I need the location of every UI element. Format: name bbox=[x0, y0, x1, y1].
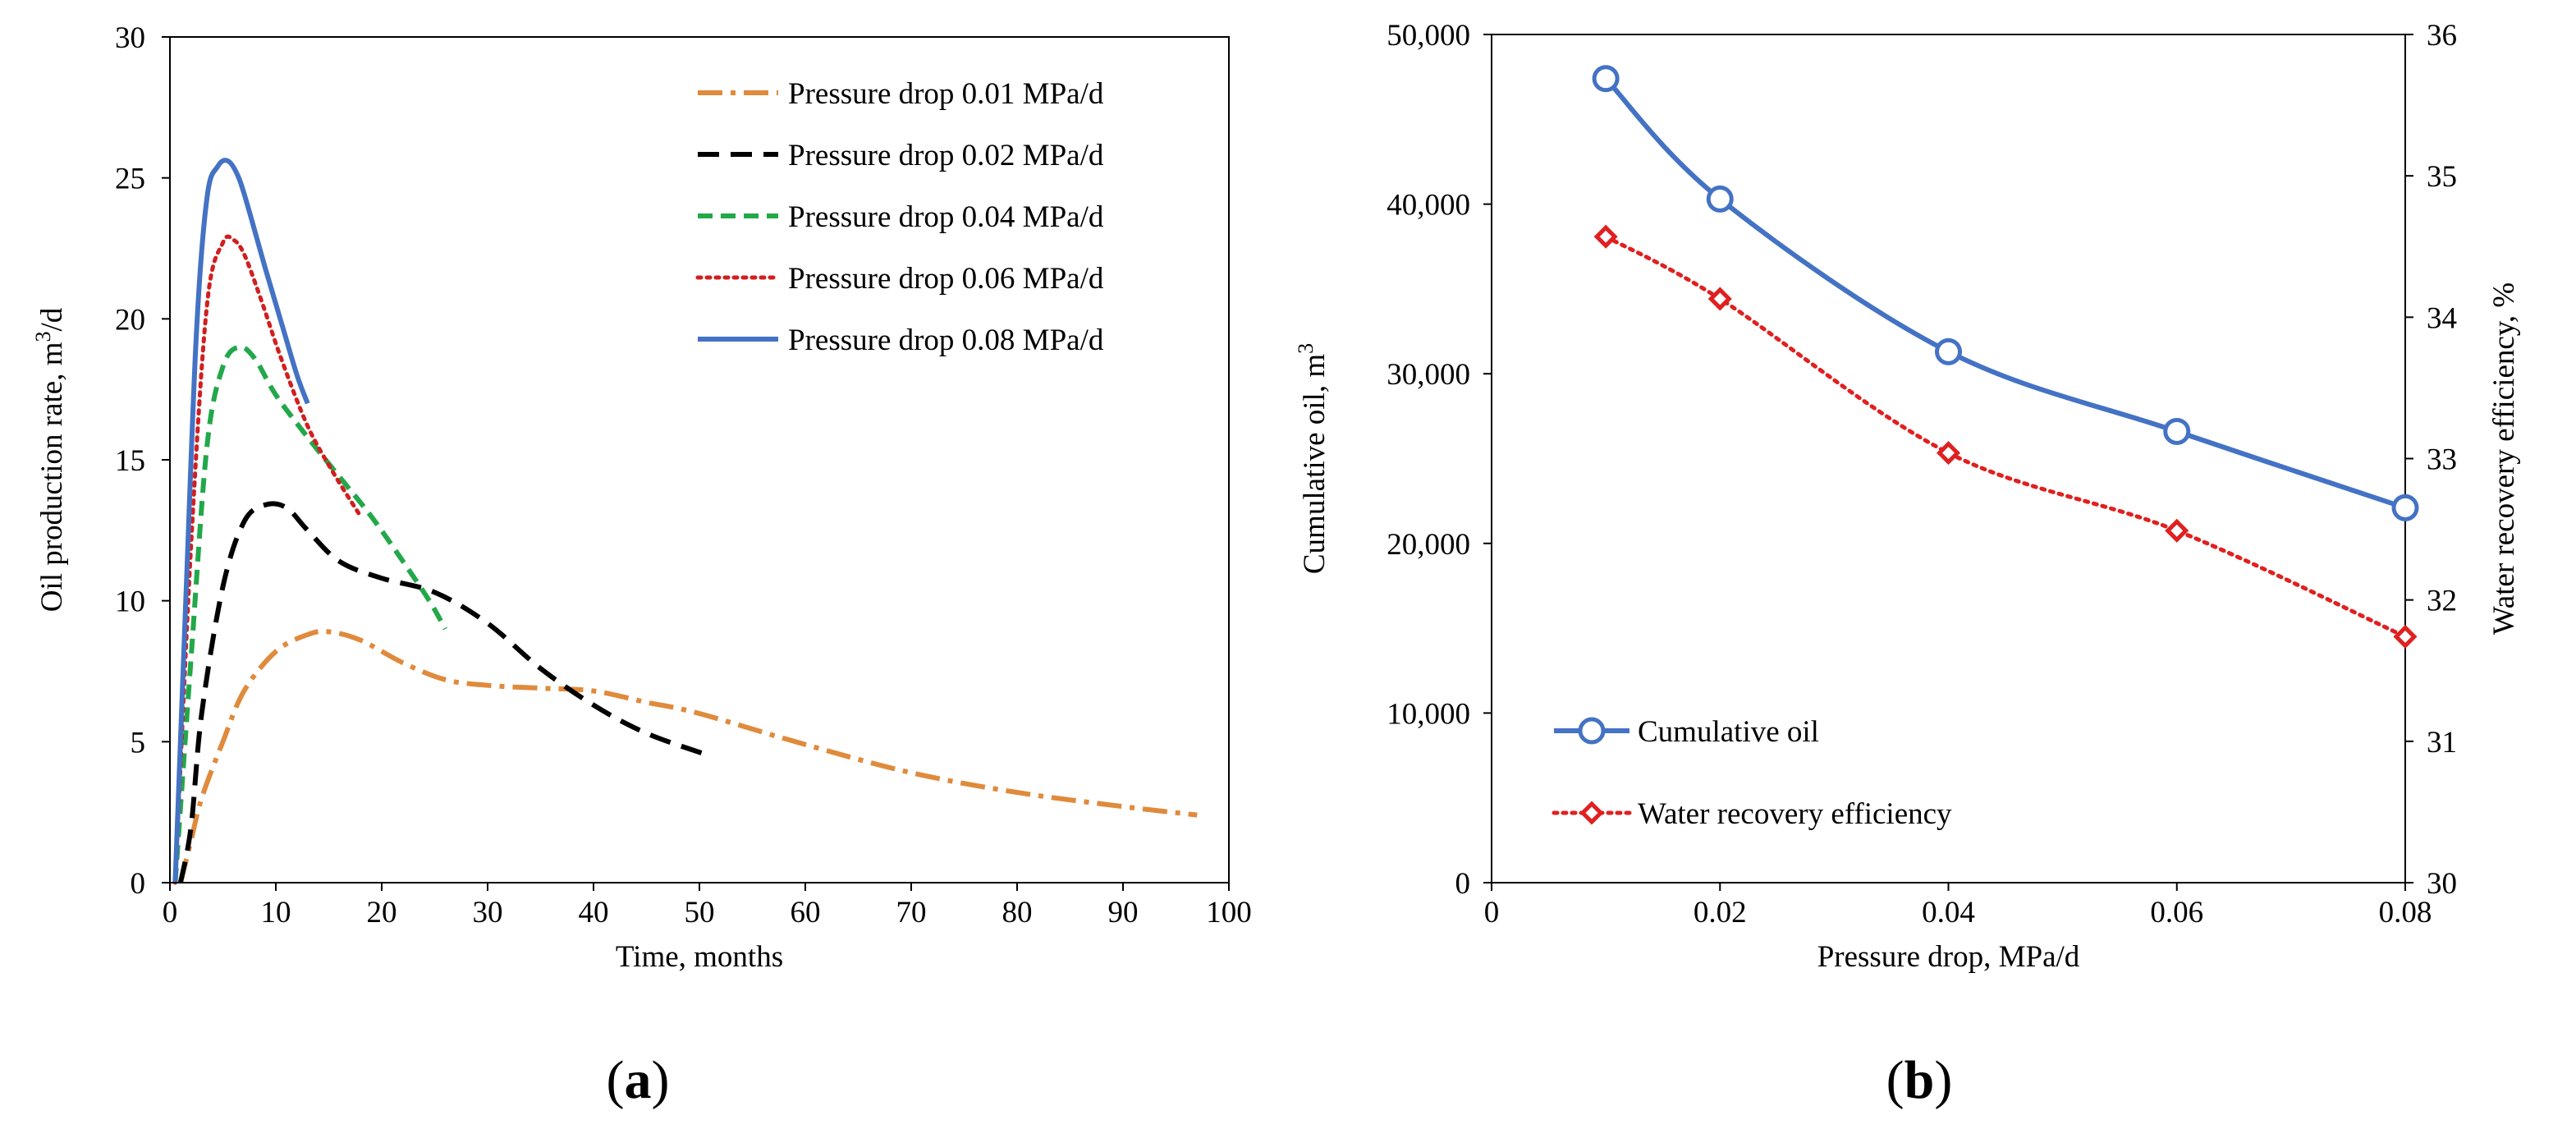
chart-a-x-tick-label: 20 bbox=[367, 896, 397, 929]
chart-b-legend: Cumulative oil Water recovery efficiency bbox=[1552, 715, 1952, 831]
chart-b-x-tick-label: 0.08 bbox=[2379, 896, 2432, 929]
chart-b-y2-tick-label: 31 bbox=[2427, 726, 2457, 760]
chart-a-x-tick-label: 40 bbox=[579, 896, 609, 929]
chart-b-point-diamond bbox=[2393, 624, 2418, 649]
chart-a-legend: Pressure drop 0.01 MPa/d Pressure drop 0.… bbox=[695, 77, 1104, 357]
chart-b-ticks: 0 0.02 0.04 0.06 0.08 0 10,000 20,000 30,000 40,0… bbox=[1387, 19, 2457, 929]
chart-a-legend-label: Pressure drop 0.02 MPa/d bbox=[788, 139, 1104, 172]
chart-a-x-tick-label: 80 bbox=[1002, 896, 1033, 929]
chart-a-legend-label: Pressure drop 0.06 MPa/d bbox=[788, 262, 1104, 296]
chart-b-point-circle bbox=[1706, 185, 1734, 213]
chart-b-panel-label: (b) bbox=[1886, 1050, 1953, 1110]
chart-a-y-tick-label: 20 bbox=[115, 303, 145, 337]
chart-b-y-axis-label: Cumulative oil, m3 bbox=[1294, 343, 1332, 574]
chart-a-x-axis-label: Time, months bbox=[616, 940, 783, 974]
chart-b-point-circle bbox=[1592, 65, 1620, 93]
chart-b-point-diamond bbox=[1593, 224, 1618, 249]
chart-b: 0 0.02 0.04 0.06 0.08 0 10,000 20,000 30,000 40,0… bbox=[1294, 19, 2522, 1110]
chart-b-x-axis-label: Pressure drop, MPa/d bbox=[1817, 940, 2080, 974]
chart-b-y2-tick-label: 36 bbox=[2427, 19, 2457, 53]
chart-b-y2-tick-label: 34 bbox=[2427, 301, 2457, 335]
chart-a-series-line bbox=[172, 158, 310, 883]
chart-b-x-tick-label: 0.04 bbox=[1922, 896, 1975, 929]
chart-a-panel-label: (a) bbox=[607, 1050, 670, 1110]
chart-b-y-tick-label: 40,000 bbox=[1387, 189, 1470, 223]
chart-b-y2-tick-label: 32 bbox=[2427, 585, 2457, 618]
chart-a-x-tick-label: 30 bbox=[473, 896, 503, 929]
chart-b-legend-label: Cumulative oil bbox=[1638, 715, 1819, 749]
chart-a-x-tick-label: 90 bbox=[1108, 896, 1139, 929]
chart-a-y-tick-label: 5 bbox=[131, 726, 146, 760]
chart-a-y-tick-label: 30 bbox=[115, 21, 145, 55]
chart-a-legend-label: Pressure drop 0.01 MPa/d bbox=[788, 77, 1104, 111]
chart-b-y-tick-label: 0 bbox=[1455, 867, 1471, 901]
chart-b-y2-axis-label: Water recovery efficiency, % bbox=[2487, 282, 2521, 635]
chart-b-point-circle bbox=[2163, 417, 2191, 445]
chart-b-x-tick-label: 0.02 bbox=[1694, 896, 1747, 929]
chart-b-x-tick-label: 0 bbox=[1484, 896, 1500, 929]
chart-a-legend-label: Pressure drop 0.04 MPa/d bbox=[788, 200, 1104, 234]
chart-b-y2-tick-label: 35 bbox=[2427, 160, 2457, 194]
chart-a-x-tick-label: 50 bbox=[685, 896, 715, 929]
chart-a-y-tick-label: 25 bbox=[115, 163, 145, 196]
chart-b-point-circle bbox=[2391, 493, 2419, 521]
chart-a-x-tick-label: 0 bbox=[163, 896, 178, 929]
chart-a-legend-label: Pressure drop 0.08 MPa/d bbox=[788, 324, 1104, 357]
chart-b-y2-tick-label: 30 bbox=[2427, 867, 2457, 901]
chart-b-series-group bbox=[1592, 65, 2419, 649]
chart-a-x-tick-label: 100 bbox=[1206, 896, 1252, 929]
chart-b-legend-marker bbox=[1578, 717, 1606, 745]
chart-a-y-tick-label: 15 bbox=[115, 444, 145, 478]
chart-b-y-tick-label: 50,000 bbox=[1387, 19, 1470, 53]
chart-a-y-tick-label: 0 bbox=[131, 867, 146, 901]
chart-a-x-tick-label: 70 bbox=[896, 896, 927, 929]
chart-a-y-axis-label: Oil production rate, m3/d bbox=[31, 307, 70, 612]
chart-a-series-line bbox=[172, 234, 363, 885]
chart-b-point-diamond bbox=[2165, 518, 2189, 543]
chart-b-point-circle bbox=[1935, 337, 1962, 365]
chart-a-series-line bbox=[177, 628, 1198, 883]
chart-a-y-tick-label: 10 bbox=[115, 585, 145, 619]
chart-b-y-tick-label: 30,000 bbox=[1387, 358, 1470, 392]
chart-b-series-line bbox=[1603, 234, 2408, 639]
chart-b-y-tick-label: 20,000 bbox=[1387, 528, 1470, 562]
chart-b-y-tick-label: 10,000 bbox=[1387, 697, 1470, 731]
chart-b-legend-label: Water recovery efficiency bbox=[1638, 797, 1952, 831]
chart-a-x-tick-label: 10 bbox=[261, 896, 291, 929]
chart-a-x-tick-label: 60 bbox=[791, 896, 821, 929]
chart-b-point-diamond bbox=[1936, 441, 1961, 466]
chart-b-x-tick-label: 0.06 bbox=[2150, 896, 2203, 929]
chart-a-series-line bbox=[177, 501, 711, 883]
chart-a: 0 10 20 30 40 50 60 70 80 90 100 0 5 10 15 20 25 30 Time,… bbox=[31, 21, 1252, 1110]
chart-a-series-line bbox=[172, 344, 448, 883]
chart-b-y2-tick-label: 33 bbox=[2427, 443, 2457, 477]
chart-a-ticks: 0 10 20 30 40 50 60 70 80 90 100 0 5 10 15 20 25 30 bbox=[115, 21, 1252, 929]
chart-b-point-diamond bbox=[1707, 287, 1732, 311]
chart-b-legend-marker bbox=[1579, 801, 1604, 825]
chart-a-series-group bbox=[172, 158, 1198, 885]
